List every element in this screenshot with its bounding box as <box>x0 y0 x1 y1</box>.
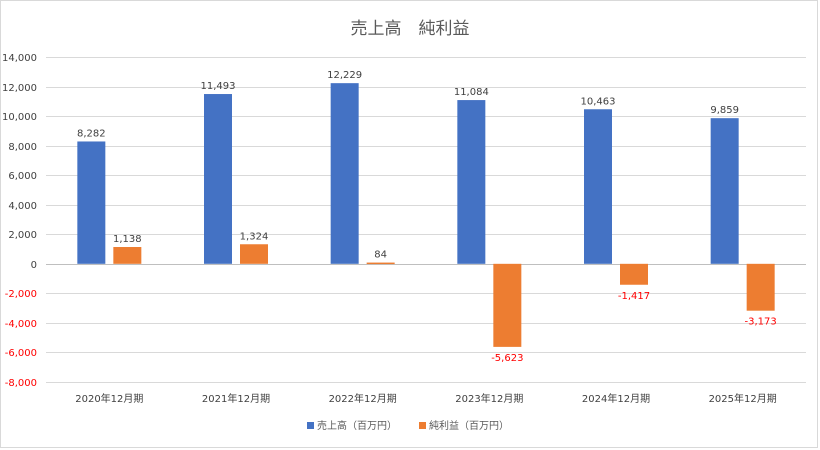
sales-bar <box>584 109 612 264</box>
y-tick-label: 2,000 <box>8 230 37 241</box>
sales-bar <box>204 94 232 264</box>
net-income-data-label: -5,623 <box>491 353 523 364</box>
y-tick-label: -8,000 <box>5 378 37 389</box>
y-tick-label: 4,000 <box>8 201 37 212</box>
net-income-data-label: -1,417 <box>618 291 650 302</box>
net-income-data-label: 1,138 <box>113 234 142 245</box>
y-tick-label: -4,000 <box>5 319 37 330</box>
x-tick-label: 2024年12月期 <box>582 392 650 405</box>
legend-label-sales: 売上高（百万円） <box>317 419 397 432</box>
chart-title: 売上高 純利益 <box>351 19 470 39</box>
y-tick-label: 14,000 <box>2 53 37 64</box>
data-labels: 8,282 1,138 11,493 1,324 12,229 84 11,084 -5,62… <box>77 70 777 364</box>
gridlines <box>46 57 806 383</box>
net-income-bar <box>620 263 648 285</box>
legend-swatch-net-income <box>419 422 426 429</box>
x-axis: 2020年12月期 2021年12月期 2022年12月期 2023年12月期 2024… <box>75 392 777 405</box>
sales-data-label: 12,229 <box>327 70 362 81</box>
x-tick-label: 2025年12月期 <box>709 392 777 405</box>
y-tick-label: 10,000 <box>2 112 37 123</box>
y-tick-label: -2,000 <box>5 289 37 300</box>
x-tick-label: 2022年12月期 <box>329 392 397 405</box>
net-income-data-label: 1,324 <box>240 231 269 242</box>
sales-data-label: 8,282 <box>77 128 106 139</box>
x-tick-label: 2021年12月期 <box>202 392 270 405</box>
legend-swatch-sales <box>307 422 314 429</box>
sales-data-label: 11,084 <box>454 87 489 98</box>
net-income-bar <box>366 262 395 265</box>
x-tick-label: 2020年12月期 <box>75 392 143 405</box>
net-income-bar <box>240 244 268 264</box>
sales-bar <box>330 83 359 264</box>
y-axis: 14,000 12,000 10,000 8,000 6,000 4,000 2,000 0 -… <box>2 53 37 389</box>
sales-bar <box>457 100 486 264</box>
sales-data-label: 10,463 <box>581 96 616 107</box>
sales-bar <box>77 141 106 264</box>
net-income-data-label: 84 <box>374 250 387 261</box>
net-income-data-label: -3,173 <box>745 317 777 328</box>
sales-data-label: 11,493 <box>201 81 236 92</box>
legend-label-net-income: 純利益（百万円） <box>429 419 509 432</box>
sales-bar <box>710 118 739 264</box>
bars <box>77 83 775 347</box>
sales-data-label: 9,859 <box>710 105 739 116</box>
x-tick-label: 2023年12月期 <box>455 392 523 405</box>
y-tick-label: 0 <box>31 260 37 271</box>
y-tick-label: 8,000 <box>8 142 37 153</box>
y-tick-label: 12,000 <box>2 83 37 94</box>
y-tick-label: 6,000 <box>8 171 37 182</box>
net-income-bar <box>746 263 775 311</box>
net-income-bar <box>493 263 522 347</box>
net-income-bar <box>113 247 142 264</box>
y-tick-label: -6,000 <box>5 348 37 359</box>
legend: 売上高（百万円） 純利益（百万円） <box>307 419 509 432</box>
